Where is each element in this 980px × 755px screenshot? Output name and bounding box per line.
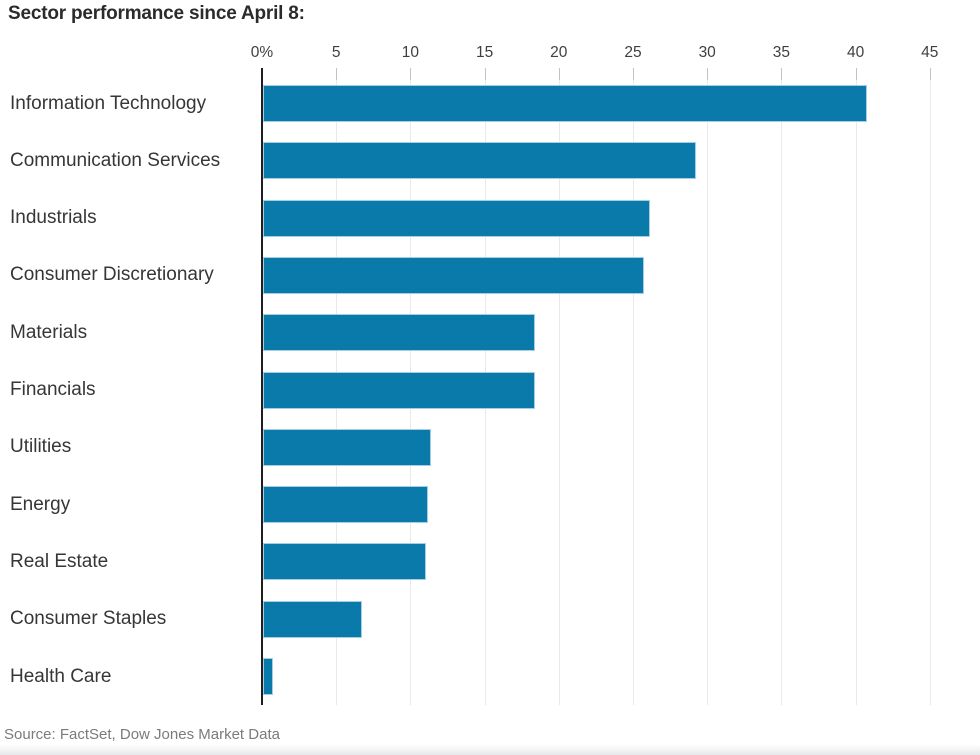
gridline (707, 68, 709, 705)
category-label-energy: Energy (10, 494, 71, 515)
x-axis-tick-label: 45 (921, 44, 939, 61)
category-label-utilities: Utilities (10, 436, 72, 457)
gridline (781, 68, 783, 705)
x-axis-tick-label: 20 (550, 44, 568, 61)
axis-tick (781, 68, 783, 80)
bar-consumer-staples (263, 601, 362, 638)
axis-tick (410, 68, 412, 80)
x-axis-tick-label: 30 (698, 44, 716, 61)
category-label-consumer-staples: Consumer Staples (10, 608, 167, 629)
x-axis-tick-label: 25 (624, 44, 642, 61)
x-axis-tick-label: 40 (846, 44, 865, 61)
bar-materials (263, 314, 535, 351)
source-note: Source: FactSet, Dow Jones Market Data (4, 726, 280, 743)
category-label-financials: Financials (10, 379, 96, 400)
bar-communication-services (263, 142, 696, 179)
axis-tick (484, 68, 486, 80)
category-label-consumer-discretionary: Consumer Discretionary (10, 264, 214, 285)
gridline (558, 68, 560, 705)
category-label-information-technology: Information Technology (10, 93, 207, 114)
bar-industrials (263, 200, 650, 237)
axis-tick (633, 68, 634, 80)
y-axis-line (261, 68, 263, 705)
x-axis-tick-label: 5 (331, 44, 341, 61)
x-axis-tick-label: 35 (772, 44, 791, 61)
axis-tick (929, 68, 931, 80)
gridline (633, 68, 634, 705)
bar-consumer-discretionary (263, 257, 644, 294)
gridline (929, 68, 931, 705)
x-axis-tick-label: 10 (401, 44, 420, 61)
bar-energy (263, 486, 428, 523)
category-label-communication-services: Communication Services (10, 150, 221, 171)
bar-information-technology (263, 85, 867, 122)
x-axis-tick-label: 15 (475, 44, 494, 61)
axis-tick (558, 68, 560, 80)
axis-tick (855, 68, 857, 80)
category-label-industrials: Industrials (10, 207, 97, 228)
category-label-materials: Materials (10, 322, 88, 343)
axis-tick (336, 68, 338, 80)
axis-tick (707, 68, 709, 80)
category-label-real-estate: Real Estate (10, 551, 109, 572)
bar-health-care (263, 658, 273, 695)
bar-financials (263, 372, 535, 409)
gridline (855, 68, 857, 705)
bar-utilities (263, 429, 431, 466)
bar-real-estate (263, 543, 426, 580)
category-label-health-care: Health Care (10, 666, 112, 687)
bottom-gradient (0, 744, 980, 755)
chart-title: Sector performance since April 8: (8, 3, 305, 24)
x-axis-tick-label: 0% (250, 44, 274, 61)
